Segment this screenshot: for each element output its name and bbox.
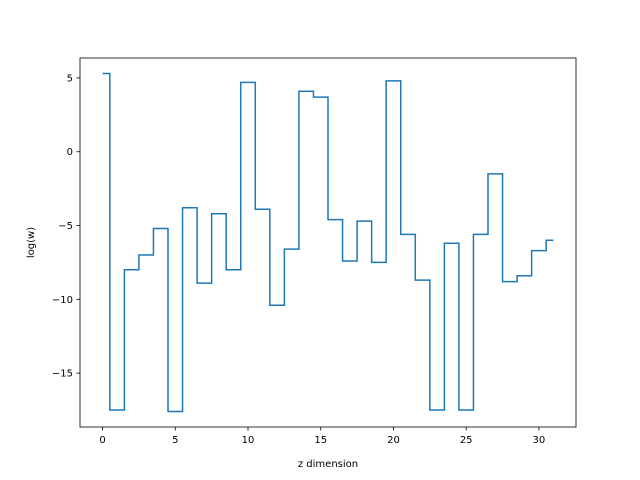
y-tick-label: −10 <box>52 295 73 306</box>
y-tick-label: −15 <box>52 369 73 380</box>
y-tick-label: −5 <box>58 221 73 232</box>
series-line-0 <box>102 72 554 413</box>
plot-frame <box>79 57 577 428</box>
x-tick-label: 0 <box>99 435 105 446</box>
x-tick-label: 15 <box>314 435 327 446</box>
y-axis-label: log(w) <box>26 227 37 258</box>
x-axis-label: z dimension <box>298 459 358 470</box>
y-tick-label: 0 <box>67 147 73 158</box>
x-tick-label: 10 <box>242 435 255 446</box>
x-tick-label: 20 <box>387 435 400 446</box>
series-layer <box>102 72 554 413</box>
y-tick-label: 5 <box>67 73 73 84</box>
x-axis: 0 5 10 15 20 25 30 <box>99 427 545 446</box>
x-tick-label: 30 <box>533 435 546 446</box>
x-tick-label: 5 <box>172 435 178 446</box>
y-axis: 5 0 −5 −10 −15 <box>52 73 80 380</box>
x-tick-label: 25 <box>460 435 473 446</box>
